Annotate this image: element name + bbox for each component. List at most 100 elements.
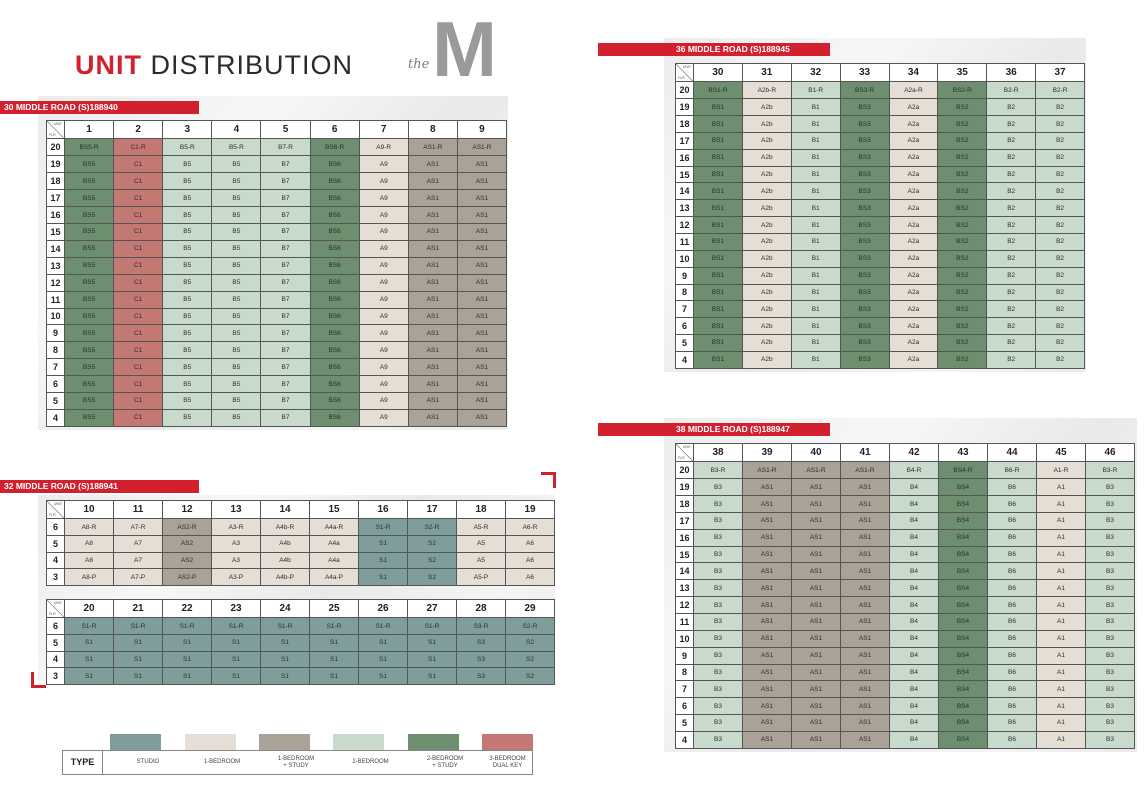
unit-type-cell: B7 [260, 239, 311, 258]
unit-floor-corner: UNIT FLR [675, 442, 694, 463]
unit-type-cell: BS2 [937, 148, 988, 167]
unit-type-cell: BS3 [839, 115, 890, 133]
unit-type-cell: A9 [358, 408, 409, 428]
unit-type-cell: B1 [790, 249, 841, 268]
table-row: 5 A8 A7 AS2 A3 A4b A4a S1 S2 A5 A6 [46, 534, 555, 553]
unit-type-cell: AS1 [742, 646, 792, 665]
building-32-banner: 32 MIDDLE ROAD (S)188941 [0, 480, 199, 493]
unit-type-cell: BS3 [839, 300, 890, 319]
unit-number-header: 23 [211, 598, 261, 619]
table-row: 8 BS1 A2b B1 BS3 A2a BS2 B2 B2 [675, 283, 1085, 302]
unit-type-cell: BS4 [938, 562, 988, 581]
unit-type-cell: BS6 [309, 273, 360, 292]
unit-type-cell: S1-R [162, 617, 212, 635]
table-row: 16 BS1 A2b B1 BS3 A2a BS2 B2 B2 [675, 148, 1085, 167]
unit-type-cell: A9 [358, 307, 409, 326]
unit-number-header: 32 [790, 62, 841, 83]
unit-type-cell: S3 [456, 667, 506, 685]
unit-type-cell: B2 [986, 249, 1037, 268]
unit-type-cell: S1 [358, 534, 408, 553]
floor-number: 4 [675, 350, 694, 370]
unit-type-cell: B1 [790, 283, 841, 302]
table-row: 3 S1 S1 S1 S1 S1 S1 S1 S1 S3 S2 [46, 667, 555, 685]
table-row: 16 BS5 C1 B5 B5 B7 BS6 A9 AS1 AS1 [46, 206, 508, 224]
unit-type-cell: BS2 [937, 350, 988, 370]
legend-label-2-bedroom-study: 2-BEDROOM + STUDY [426, 755, 464, 769]
legend-label-2-bedroom: 2-BEDROOM [352, 759, 389, 766]
unit-type-cell: AS1 [407, 341, 458, 360]
floor-number: 17 [46, 189, 65, 208]
unit-type-cell: AS1 [840, 697, 890, 716]
unit-type-cell: S1 [211, 650, 261, 669]
unit-type-cell: B3 [693, 545, 743, 564]
unit-type-cell: A4b [260, 551, 310, 570]
unit-type-cell: BS6 [309, 256, 360, 275]
unit-type-cell: BS2 [937, 199, 988, 218]
unit-type-cell: AS2-P [162, 568, 212, 586]
unit-type-cell: A3-P [211, 568, 261, 586]
unit-type-cell: B6 [987, 663, 1037, 682]
unit-type-cell: B3 [1085, 680, 1135, 699]
table-row: 4 BS5 C1 B5 B5 B7 BS6 A9 AS1 AS1 [46, 408, 508, 428]
legend-label-3-bedroom-dual-key: 3-BEDROOM DUAL KEY [489, 755, 526, 769]
unit-number-header: 35 [937, 62, 988, 83]
unit-number-header: 19 [505, 499, 555, 520]
building-36-table: UNIT FLR 30 31 32 33 34 35 36 37 20 BS1-R A2b-R B1-R B… [675, 62, 1085, 370]
table-row: 13 B3 AS1 AS1 AS1 B4 BS4 B6 A1 B3 [675, 579, 1135, 598]
unit-type-cell: S3-R [456, 617, 506, 635]
unit-type-cell: AS1 [742, 697, 792, 716]
unit-type-cell: AS1 [407, 222, 458, 241]
table-row: 9 BS5 C1 B5 B5 B7 BS6 A9 AS1 AS1 [46, 324, 508, 343]
unit-type-cell: AS1 [840, 730, 890, 750]
table-row: 11 BS1 A2b B1 BS3 A2a BS2 B2 B2 [675, 232, 1085, 251]
floor-number: 8 [675, 663, 694, 682]
unit-type-cell: B3 [1085, 730, 1135, 750]
unit-type-cell: B5 [211, 273, 262, 292]
table-row: 4 S1 S1 S1 S1 S1 S1 S1 S1 S3 S2 [46, 650, 555, 669]
unit-number-header: 25 [309, 598, 359, 619]
unit-type-cell: A1 [1036, 629, 1086, 648]
unit-type-cell: A2a [888, 266, 939, 285]
unit-type-cell: AS1 [407, 206, 458, 224]
unit-type-cell: BS6 [309, 341, 360, 360]
unit-type-cell: B3 [1085, 596, 1135, 614]
unit-type-cell: B7 [260, 256, 311, 275]
unit-number-header: 24 [260, 598, 310, 619]
unit-type-cell: AS1 [407, 172, 458, 191]
unit-type-cell: B1 [790, 199, 841, 218]
unit-type-cell: S1 [358, 551, 408, 570]
unit-type-cell: A1 [1036, 680, 1086, 699]
unit-type-cell: A2a [888, 317, 939, 336]
unit-type-cell: S1-R [64, 617, 114, 635]
unit-type-cell: AS2-R [162, 518, 212, 536]
unit-type-cell: A9 [358, 239, 409, 258]
unit-type-cell: B7 [260, 408, 311, 428]
legend-swatch-1-bedroom-study [259, 734, 310, 750]
unit-type-cell: AS1 [840, 528, 890, 547]
floor-number: 13 [46, 256, 65, 275]
unit-type-cell: B7 [260, 155, 311, 174]
unit-type-cell: B3 [693, 680, 743, 699]
unit-type-cell: BS5 [63, 155, 115, 174]
unit-type-cell: B2 [986, 148, 1037, 167]
unit-number-header: 37 [1035, 62, 1085, 83]
unit-type-cell: B2 [1035, 283, 1085, 302]
floor-number: 5 [46, 534, 65, 553]
unit-type-cell: AS1 [407, 273, 458, 292]
unit-type-cell: B1 [790, 115, 841, 133]
unit-type-cell: B7 [260, 189, 311, 208]
unit-type-cell: A8-R [64, 518, 114, 536]
floor-number: 17 [675, 511, 694, 530]
table-row: 14 BS1 A2b B1 BS3 A2a BS2 B2 B2 [675, 182, 1085, 201]
unit-type-cell: B3 [1085, 562, 1135, 581]
unit-type-cell: BS3 [839, 131, 890, 150]
unit-type-cell: B4 [889, 629, 939, 648]
unit-type-cell: B7 [260, 307, 311, 326]
unit-type-cell: S1 [64, 650, 114, 669]
unit-type-cell: S1 [407, 650, 457, 669]
unit-type-cell: BS1 [693, 131, 743, 150]
unit-type-cell: S2-R [407, 518, 457, 536]
unit-type-cell: B4 [889, 528, 939, 547]
unit-type-cell: B4 [889, 680, 939, 699]
unit-number-header: 21 [113, 598, 163, 619]
